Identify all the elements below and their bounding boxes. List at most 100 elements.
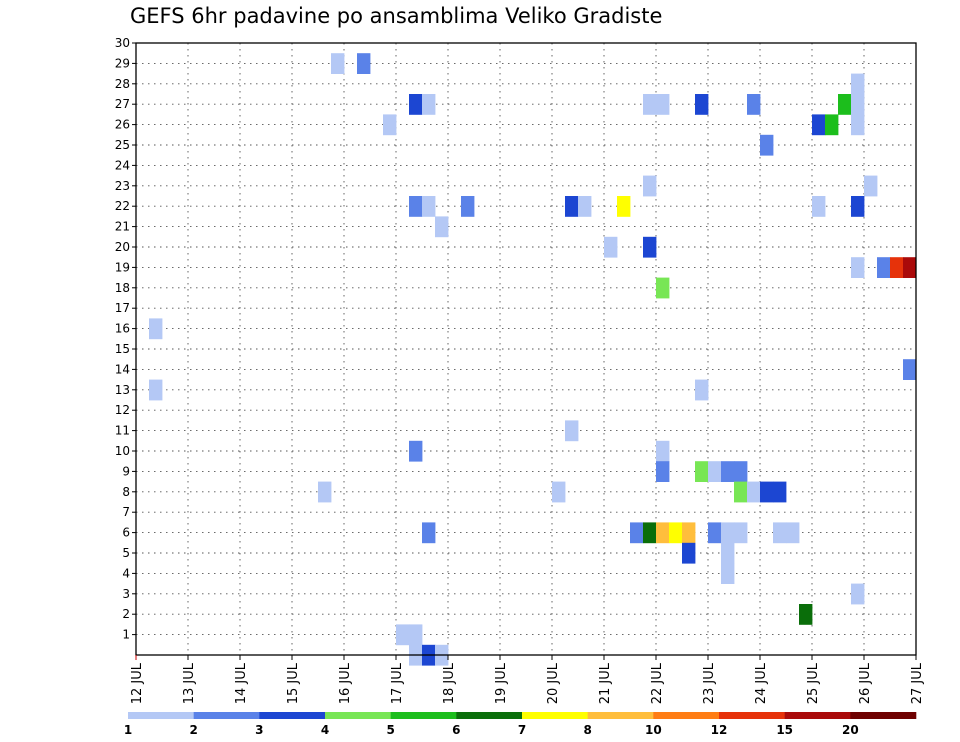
y-tick-label: 7	[122, 505, 130, 519]
legend-swatch	[193, 712, 260, 719]
y-tick-label: 6	[122, 526, 130, 540]
precip-cell	[643, 522, 657, 544]
precip-cell	[695, 379, 709, 401]
precip-cell	[760, 481, 774, 503]
x-tick-label: 15 JUL	[286, 662, 301, 704]
precip-cell	[851, 196, 865, 217]
x-tick-label: 17 JUL	[390, 662, 405, 704]
precip-cell	[695, 461, 709, 482]
precip-cell	[708, 522, 722, 544]
precip-cell	[409, 440, 423, 462]
precip-cell	[903, 359, 917, 380]
precip-cell	[149, 318, 163, 340]
precip-cell	[812, 114, 826, 136]
legend-label: 6	[452, 723, 460, 737]
x-tick-label: 21 JUL	[598, 662, 613, 704]
legend-label: 2	[189, 723, 197, 737]
legend-swatch	[522, 712, 588, 719]
precip-cell	[864, 175, 878, 197]
y-tick-label: 14	[115, 362, 130, 376]
y-tick-label: 4	[122, 566, 130, 580]
precip-cell	[773, 522, 787, 544]
y-tick-label: 25	[115, 138, 130, 152]
precip-cell	[565, 420, 579, 442]
y-tick-label: 23	[115, 179, 130, 193]
precip-cell	[656, 277, 670, 299]
precip-cell	[721, 542, 735, 564]
y-tick-label: 29	[115, 56, 130, 70]
precip-cell	[851, 114, 865, 136]
precip-cell	[331, 53, 345, 74]
y-tick-label: 28	[115, 77, 130, 91]
precip-cell	[877, 257, 891, 278]
precip-cell	[669, 522, 683, 544]
legend-label: 1	[124, 723, 132, 737]
precip-cell	[149, 379, 163, 401]
y-tick-label: 17	[115, 301, 130, 315]
y-tick-label: 15	[115, 342, 130, 356]
legend-swatch	[653, 712, 720, 719]
y-tick-label: 26	[115, 118, 130, 132]
legend-label: 12	[711, 723, 728, 737]
precip-cell	[786, 522, 800, 544]
precip-cell	[422, 196, 436, 217]
precip-cell	[734, 461, 748, 482]
y-tick-label: 20	[115, 240, 130, 254]
x-tick-label: 20 JUL	[546, 662, 561, 704]
legend-swatch	[456, 712, 523, 719]
color-legend: 1 2 3 4 5 6 7 8 10 12 15 20	[124, 712, 917, 737]
precip-cell	[682, 542, 696, 564]
y-tick-label: 9	[122, 464, 130, 478]
y-tick-label: 1	[122, 628, 130, 642]
precip-cell	[656, 522, 670, 544]
precip-cell	[656, 94, 670, 115]
precip-cell	[721, 461, 735, 482]
x-tick-label: 16 JUL	[338, 662, 353, 704]
precip-cell	[409, 94, 423, 115]
axes: 1234567891011121314151617181920212223242…	[115, 36, 925, 704]
precip-cell	[851, 94, 865, 115]
legend-label: 3	[255, 723, 263, 737]
x-tick-label: 14 JUL	[234, 662, 249, 704]
precip-cell	[656, 461, 670, 482]
precip-cell	[578, 196, 592, 217]
precip-cell	[643, 236, 657, 258]
precip-cell	[656, 440, 670, 462]
y-tick-label: 8	[122, 485, 130, 499]
y-tick-label: 10	[115, 444, 130, 458]
precip-cell	[357, 53, 371, 74]
precip-cell	[422, 94, 436, 115]
x-tick-label: 13 JUL	[182, 662, 197, 704]
precip-cell	[851, 257, 865, 278]
y-tick-label: 24	[115, 158, 130, 172]
precip-cell	[695, 94, 709, 115]
y-tick-label: 3	[122, 587, 130, 601]
y-tick-label: 2	[122, 607, 130, 621]
legend-swatch	[390, 712, 457, 719]
y-tick-label: 5	[122, 546, 130, 560]
precip-cell	[422, 522, 436, 544]
precip-cell	[760, 134, 774, 156]
precip-cell	[617, 196, 631, 217]
y-tick-label: 16	[115, 322, 130, 336]
legend-label: 4	[321, 723, 329, 737]
precip-cell	[461, 196, 475, 217]
x-tick-label: 19 JUL	[494, 662, 509, 704]
x-tick-label: 26 JUL	[858, 662, 873, 704]
precip-cell	[318, 481, 332, 503]
precip-cell	[721, 522, 735, 544]
legend-swatch	[784, 712, 851, 719]
precip-cell	[435, 216, 449, 238]
legend-label: 20	[842, 723, 859, 737]
y-tick-label: 22	[115, 199, 130, 213]
precip-cell	[851, 73, 865, 95]
grid-lines	[136, 43, 916, 655]
legend-swatch	[128, 712, 194, 719]
x-tick-label: 25 JUL	[806, 662, 821, 704]
x-tick-label: 22 JUL	[650, 662, 665, 704]
precip-cell	[838, 94, 852, 115]
precip-cell	[747, 481, 761, 503]
x-tick-label: 23 JUL	[702, 662, 717, 704]
y-tick-label: 11	[115, 424, 130, 438]
